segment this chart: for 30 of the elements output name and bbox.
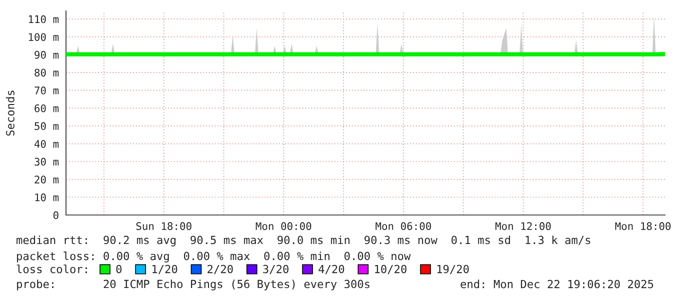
legend-label: 0 <box>116 264 122 274</box>
text: packet loss: 0.00 % avg 0.00 % max 0.00 % min 0.00 % now <box>17 252 411 262</box>
x-tick-label: Mon 06:00 <box>376 222 431 230</box>
x-tick-label: Sun 18:00 <box>136 222 192 230</box>
x-tick-label: Mon 00:00 <box>256 222 312 230</box>
y-tick-label: 0 <box>53 211 58 220</box>
y-tick-label: 90 m <box>34 50 59 59</box>
legend-label: 3/20 <box>263 264 288 274</box>
y-axis-title: Seconds <box>6 90 14 136</box>
y-tick-label: 40 m <box>34 140 59 148</box>
legend-label: 2/20 <box>208 264 233 274</box>
y-tick-label: 20 m <box>34 176 59 184</box>
y-tick-label: 100 m <box>28 33 59 41</box>
y-tick-label: 110 m <box>28 15 59 24</box>
legend-label: 19/20 <box>437 264 469 274</box>
y-tick-label: 80 m <box>34 68 59 77</box>
y-tick-label: 10 m <box>35 193 59 202</box>
y-tick-label: 60 m <box>34 104 59 112</box>
x-tick-label: Mon 18:00 <box>615 222 671 230</box>
legend-label: 10/20 <box>375 264 406 274</box>
y-tick-label: 30 m <box>34 158 59 166</box>
legend-label: 4/20 <box>318 264 344 274</box>
text: median rtt: 90.2 ms avg 90.5 ms max 90.0 ms min 90.3 ms now 0.1 ms sd 1.3 k am/s <box>16 236 590 246</box>
text: end: Mon Dec 22 19:06:20 2025 <box>460 280 654 288</box>
y-tick-label: 50 m <box>34 122 59 130</box>
x-tick-label: Mon 12:00 <box>495 222 551 230</box>
legend-title: loss color: <box>16 264 87 274</box>
text: probe: 20 ICMP Echo Pings (56 Bytes) every 300s <box>17 280 370 290</box>
y-tick-label: 70 m <box>34 86 59 94</box>
legend-label: 1/20 <box>152 264 178 274</box>
